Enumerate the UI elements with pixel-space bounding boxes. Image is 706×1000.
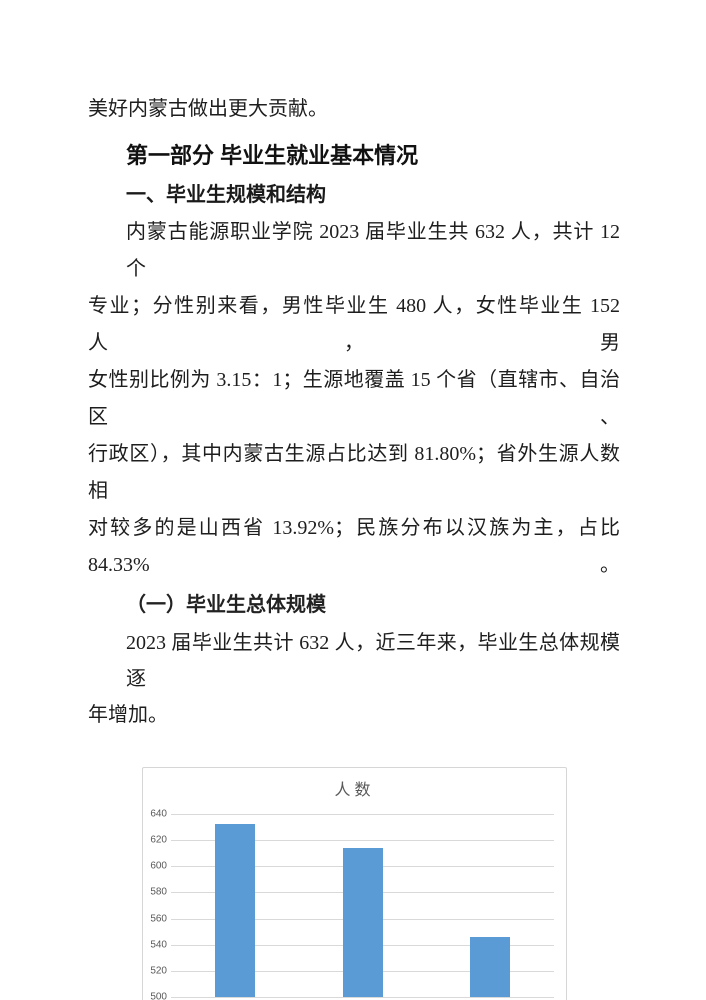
- paragraph-line: 年增加。: [88, 704, 168, 726]
- y-axis-tick-label: 520: [150, 965, 167, 977]
- paragraph-line: 2023 届毕业生共计 632 人，近三年来，毕业生总体规模逐: [126, 632, 620, 690]
- paragraph-line: 行政区），其中内蒙古生源占比达到 81.80%；省外生源人数相: [88, 443, 620, 502]
- paragraph-line: 美好内蒙古做出更大贡献。: [88, 98, 328, 120]
- bar-2021年: [470, 936, 511, 997]
- paragraph-line: 对较多的是山西省 13.92%；民族分布以汉族为主，占比 84.33%。: [88, 517, 625, 576]
- paragraph-total-count: 2023 届毕业生共计 632 人，近三年来，毕业生总体规模逐 年增加。: [88, 625, 620, 733]
- bar-2023年: [214, 824, 255, 997]
- bar-2022年: [342, 848, 383, 997]
- subsection-heading-overall-scale: （一）毕业生总体规模: [126, 594, 326, 616]
- paragraph-line: 内蒙古能源职业学院 2023 届毕业生共 632 人，共计 12 个: [126, 221, 625, 280]
- y-axis-tick-label: 540: [150, 939, 167, 951]
- chart-gridline: [171, 840, 554, 842]
- section-heading: 一、毕业生规模和结构: [126, 184, 326, 206]
- part-heading: 第一部分 毕业生就业基本情况: [126, 143, 419, 168]
- chart-plot-area: [171, 814, 554, 998]
- y-axis-tick-label: 500: [150, 991, 167, 1000]
- paragraph-line: 女性别比例为 3.15：1；生源地覆盖 15 个省（直辖市、自治区、: [88, 369, 620, 428]
- y-axis-tick-label: 560: [150, 913, 167, 925]
- chart-title: 人数: [334, 782, 375, 799]
- y-axis-tick-label: 640: [150, 808, 167, 820]
- chart-gridline: [171, 997, 554, 998]
- chart-gridline: [171, 814, 554, 815]
- y-axis-tick-label: 600: [150, 860, 167, 872]
- paragraph-line: 专业；分性别来看，男性毕业生 480 人，女性毕业生 152 人，男: [88, 295, 625, 354]
- paragraph-scale-structure: 内蒙古能源职业学院 2023 届毕业生共 632 人，共计 12 个 专业；分性…: [88, 214, 620, 584]
- y-axis-tick-label: 580: [150, 886, 167, 898]
- chart-y-axis-labels: 500 520 540 560 580 600 620 640: [146, 809, 167, 1000]
- y-axis-tick-label: 620: [150, 834, 167, 846]
